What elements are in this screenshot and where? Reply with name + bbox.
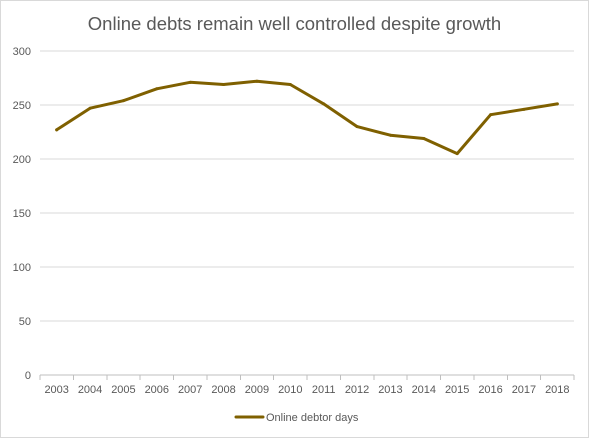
x-tick-label: 2003 — [44, 384, 68, 396]
y-tick-label: 150 — [13, 208, 31, 220]
legend-label: Online debtor days — [266, 412, 359, 424]
legend: Online debtor days — [234, 412, 359, 424]
x-tick-label: 2007 — [178, 384, 202, 396]
y-tick-label: 0 — [25, 370, 31, 382]
data-point — [522, 107, 526, 111]
data-point — [322, 102, 326, 106]
data-point — [288, 82, 292, 86]
y-tick-label: 300 — [13, 46, 31, 58]
x-tick-label: 2014 — [412, 384, 436, 396]
data-point — [121, 99, 125, 103]
y-tick-label: 200 — [13, 154, 31, 166]
x-tick-label: 2004 — [78, 384, 102, 396]
x-tick-label: 2017 — [512, 384, 536, 396]
data-point — [155, 87, 159, 91]
y-tick-label: 100 — [13, 262, 31, 274]
data-point — [222, 82, 226, 86]
data-point — [489, 113, 493, 117]
y-tick-label: 250 — [13, 100, 31, 112]
y-axis-tick-labels: 0 50 100 150 200 250 300 — [13, 46, 31, 382]
x-tick-label: 2013 — [378, 384, 402, 396]
data-point — [555, 102, 559, 106]
chart-title: Online debts remain well controlled desp… — [87, 13, 502, 34]
data-point — [388, 133, 392, 137]
data-point — [188, 80, 192, 84]
x-tick-label: 2012 — [345, 384, 369, 396]
x-tick-label: 2005 — [111, 384, 135, 396]
x-tick-label: 2008 — [211, 384, 235, 396]
x-tick-label: 2015 — [445, 384, 469, 396]
x-tick-label: 2006 — [145, 384, 169, 396]
data-point — [88, 106, 92, 110]
y-tick-label: 50 — [19, 316, 31, 328]
x-tick-label: 2010 — [278, 384, 302, 396]
data-point — [255, 79, 259, 83]
x-axis-tick-labels: 2003 2004 2005 2006 2007 2008 2009 2010 2011 2012… — [39, 375, 575, 396]
x-tick-label: 2011 — [312, 384, 336, 396]
data-point — [355, 125, 359, 129]
x-tick-label: 2016 — [478, 384, 502, 396]
x-tick-label: 2018 — [545, 384, 569, 396]
data-point — [55, 128, 59, 132]
x-tick-label: 2009 — [245, 384, 269, 396]
y-gridlines — [40, 50, 574, 376]
series-line — [55, 79, 559, 156]
data-point — [422, 136, 426, 140]
data-point — [455, 152, 459, 156]
